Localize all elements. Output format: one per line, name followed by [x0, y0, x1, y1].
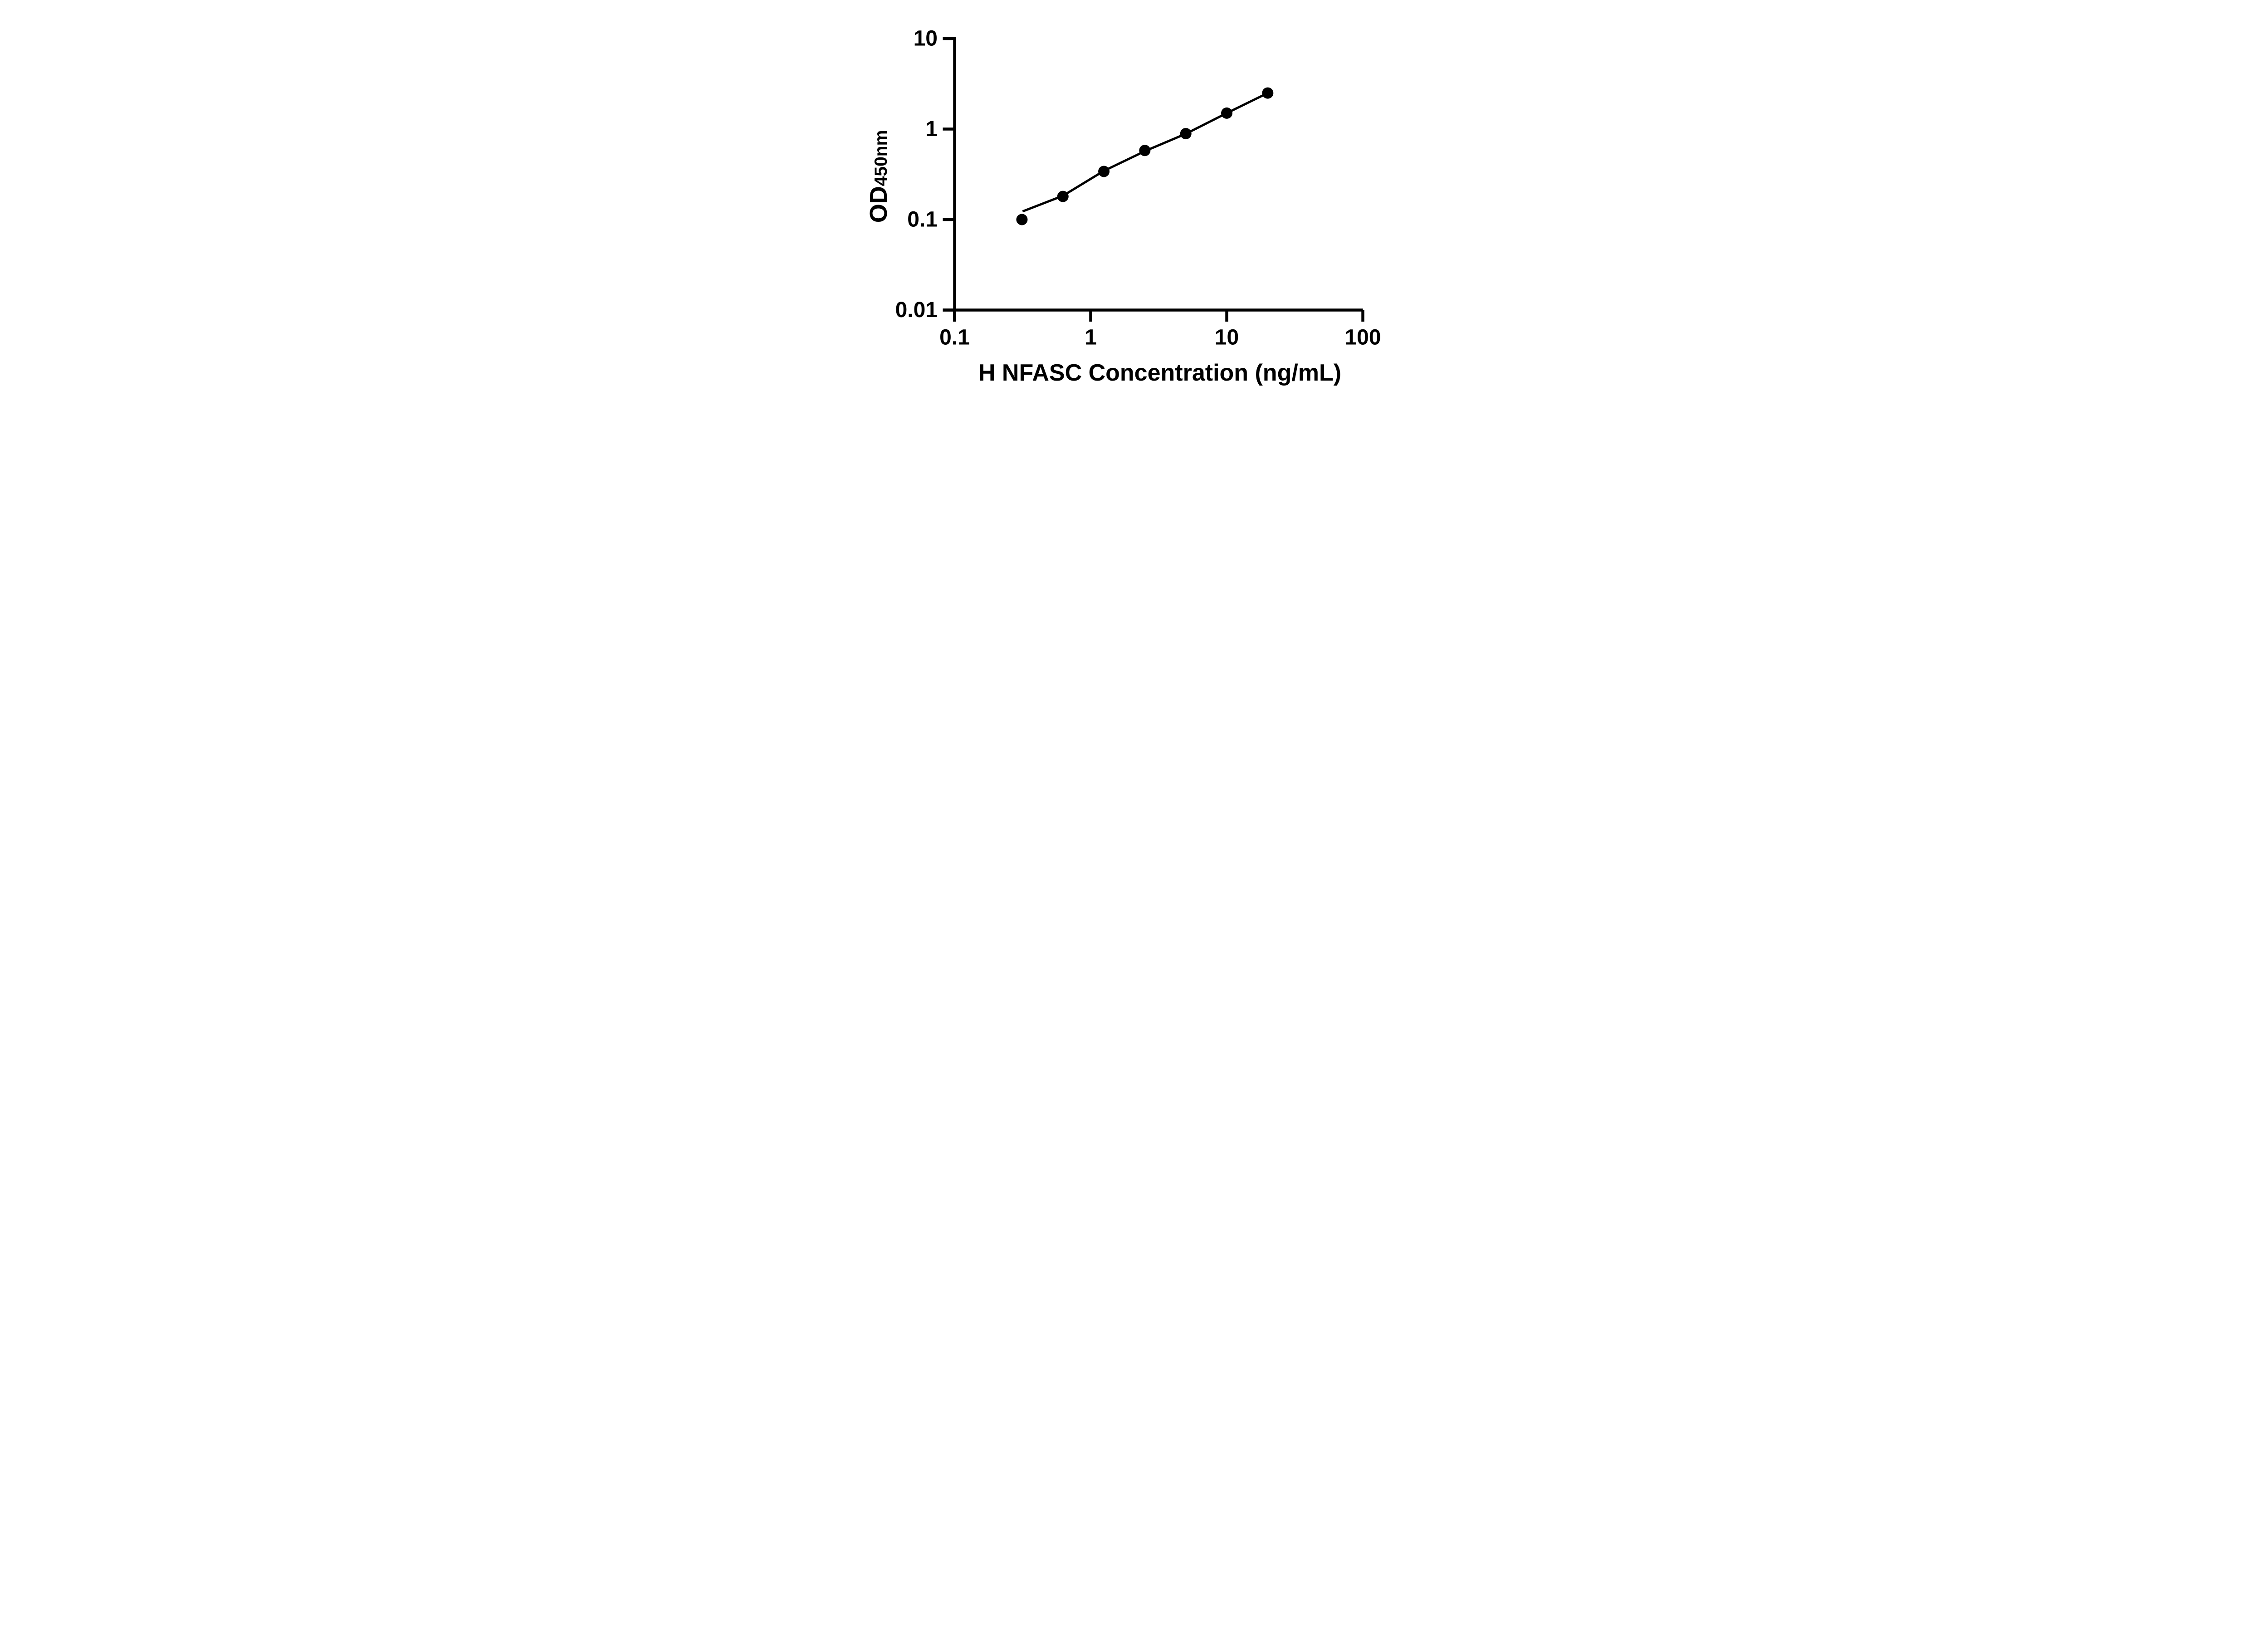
x-axis-title: H NFASC Concentration (ng/mL) [978, 360, 1341, 386]
data-point-7 [1262, 87, 1274, 99]
x-tick-label-10: 10 [1215, 326, 1239, 350]
data-point-3 [1098, 166, 1110, 177]
y-axis-title-main: OD [865, 186, 892, 223]
data-point-1 [1016, 214, 1028, 225]
y-tick-label-0.01: 0.01 [895, 298, 938, 322]
y-axis-title-sub: 450nm [871, 130, 891, 186]
y-tick-label-0.1: 0.1 [907, 208, 938, 232]
x-tick-label-0.1: 0.1 [939, 326, 970, 350]
data-point-5 [1180, 128, 1192, 140]
y-tick-label-10: 10 [914, 27, 938, 51]
x-tick-label-100: 100 [1344, 326, 1381, 350]
x-tick-label-1: 1 [1085, 326, 1097, 350]
y-axis-title: OD450nm [865, 130, 892, 223]
data-point-4 [1139, 145, 1151, 156]
data-point-2 [1057, 191, 1069, 202]
data-point-6 [1221, 107, 1232, 119]
y-tick-label-1: 1 [925, 117, 938, 141]
elisa-standard-curve-figure: 10 1 0.1 0.01 0.1 1 10 100 H NFASC Concentratio… [842, 0, 1426, 408]
data-series-group [1016, 87, 1274, 225]
